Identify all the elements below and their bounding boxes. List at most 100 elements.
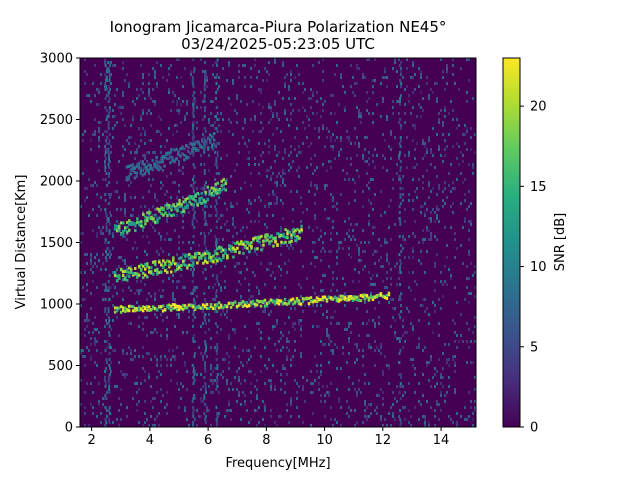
noise-cell: [230, 103, 232, 106]
noise-cell: [104, 130, 106, 133]
noise-cell: [442, 385, 444, 388]
noise-cell: [272, 364, 274, 367]
noise-cell: [468, 58, 470, 61]
noise-cell: [322, 163, 324, 166]
noise-cell: [102, 397, 104, 400]
noise-cell: [300, 328, 302, 331]
trace-cell: [137, 164, 140, 168]
noise-cell: [158, 232, 160, 235]
interference-cell: [215, 388, 218, 391]
interference-cell: [108, 157, 111, 160]
trace-cell: [385, 296, 389, 300]
noise-cell: [92, 406, 94, 409]
trace-cell: [190, 195, 193, 199]
noise-cell: [314, 256, 316, 259]
noise-cell: [380, 244, 382, 247]
noise-cell: [474, 316, 476, 319]
trace-cell: [154, 220, 157, 224]
trace-cell: [258, 236, 261, 240]
noise-cell: [408, 199, 410, 202]
noise-cell: [116, 208, 118, 211]
noise-cell: [82, 286, 84, 289]
noise-cell: [334, 205, 336, 208]
interference-cell: [192, 136, 195, 139]
noise-cell: [280, 337, 282, 340]
noise-cell: [126, 139, 128, 142]
noise-cell: [358, 388, 360, 391]
noise-cell: [230, 418, 232, 421]
trace-cell: [119, 232, 123, 236]
noise-cell: [364, 76, 366, 79]
noise-cell: [228, 403, 230, 406]
noise-cell: [440, 373, 442, 376]
noise-cell: [428, 184, 430, 187]
noise-cell: [402, 394, 404, 397]
noise-cell: [162, 184, 164, 187]
noise-cell: [260, 337, 262, 340]
noise-cell: [348, 229, 350, 232]
trace-cell: [168, 205, 171, 209]
noise-cell: [430, 217, 432, 220]
noise-cell: [368, 187, 370, 190]
noise-cell: [288, 316, 290, 319]
noise-cell: [412, 76, 414, 79]
trace-cell: [286, 229, 289, 233]
noise-cell: [132, 208, 134, 211]
noise-cell: [254, 250, 256, 253]
trace-cell: [325, 299, 329, 303]
trace-cell: [142, 212, 145, 216]
noise-cell: [156, 364, 158, 367]
noise-cell: [356, 67, 358, 70]
noise-cell: [354, 343, 356, 346]
noise-cell: [364, 301, 366, 304]
trace-cell: [327, 295, 331, 299]
noise-cell: [444, 202, 446, 205]
interference-cell: [192, 412, 195, 415]
trace-cell: [156, 207, 159, 211]
interference-cell: [109, 109, 112, 112]
noise-cell: [110, 370, 112, 373]
noise-cell: [110, 346, 112, 349]
noise-cell: [426, 82, 428, 85]
interference-cell: [216, 379, 219, 382]
noise-cell: [374, 193, 376, 196]
noise-cell: [302, 388, 304, 391]
noise-cell: [174, 181, 176, 184]
noise-cell: [438, 145, 440, 148]
noise-cell: [258, 322, 260, 325]
noise-cell: [336, 208, 338, 211]
noise-cell: [142, 346, 144, 349]
interference-cell: [192, 313, 195, 316]
interference-cell: [104, 61, 107, 64]
noise-cell: [410, 322, 412, 325]
noise-cell: [230, 202, 232, 205]
noise-cell: [362, 268, 364, 271]
trace-cell: [141, 271, 145, 275]
noise-cell: [148, 208, 150, 211]
noise-cell: [254, 163, 256, 166]
noise-cell: [114, 64, 116, 67]
noise-cell: [318, 130, 320, 133]
trace-cell: [206, 147, 210, 151]
trace-cell: [175, 157, 178, 161]
noise-cell: [246, 361, 248, 364]
interference-cell: [192, 235, 195, 238]
noise-cell: [296, 154, 298, 157]
noise-cell: [202, 322, 204, 325]
noise-cell: [276, 424, 278, 427]
noise-cell: [278, 265, 280, 268]
noise-cell: [436, 205, 438, 208]
trace-cell: [216, 188, 220, 192]
trace-cell: [274, 239, 277, 243]
noise-cell: [284, 112, 286, 115]
noise-cell: [380, 346, 382, 349]
noise-cell: [146, 334, 148, 337]
trace-cell: [294, 228, 297, 232]
noise-cell: [406, 85, 408, 88]
noise-cell: [142, 211, 144, 214]
noise-cell: [446, 145, 448, 148]
noise-cell: [368, 343, 370, 346]
trace-cell: [187, 149, 190, 153]
noise-cell: [396, 85, 398, 88]
noise-cell: [326, 328, 328, 331]
